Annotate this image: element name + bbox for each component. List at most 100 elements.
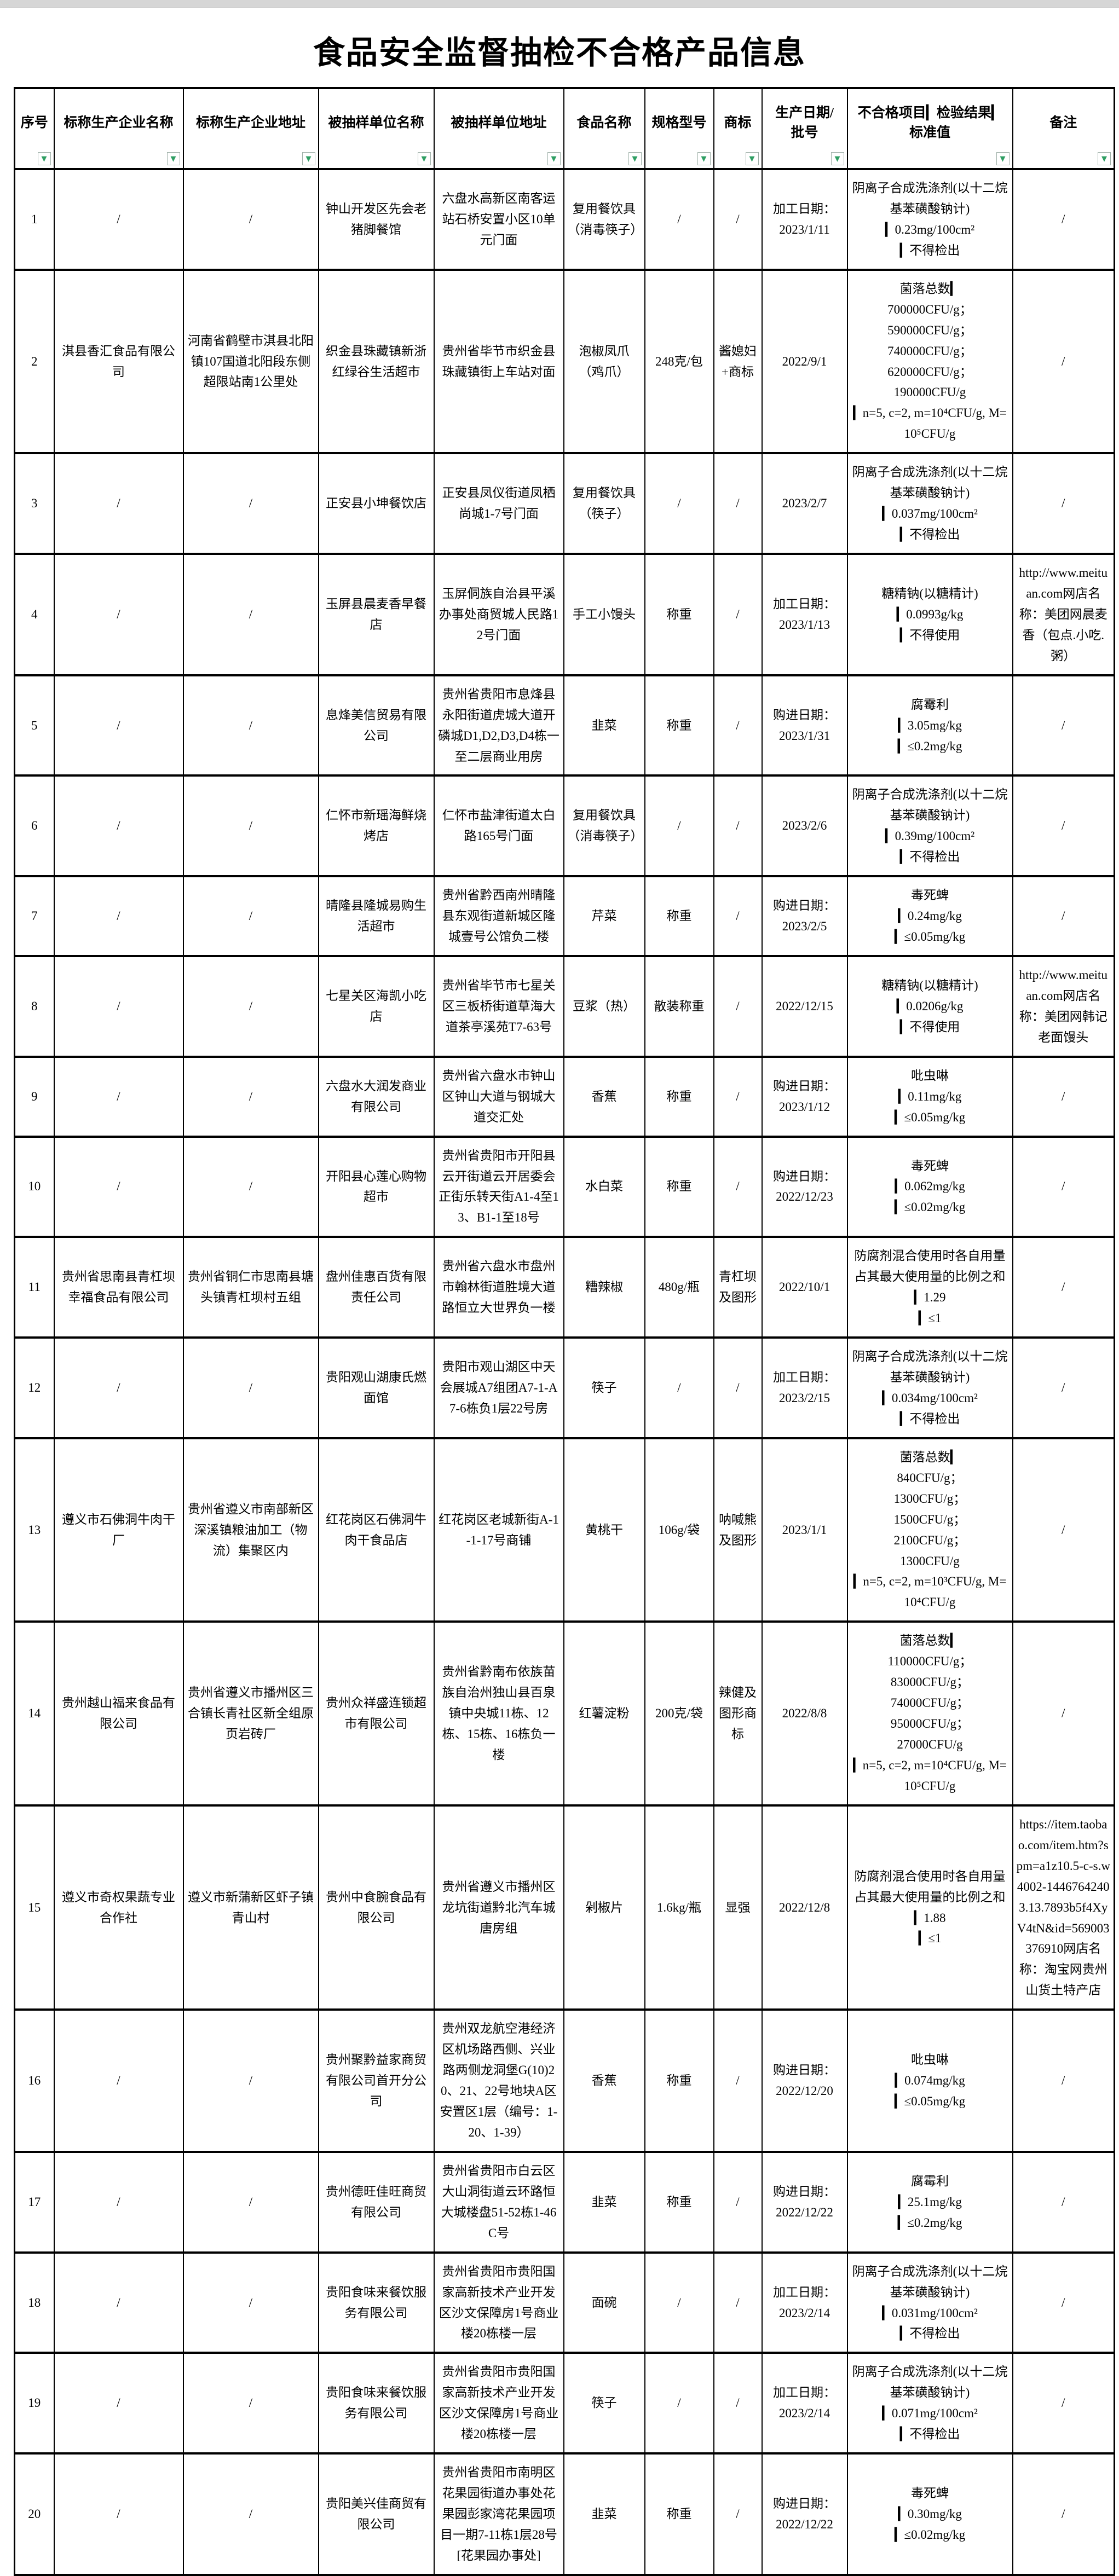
cell-spec: 480g/瓶: [644, 1236, 714, 1339]
cell-result: 防腐剂混合使用时各自用量占其最大使用量的比例之和 ▎1.88 ▎≤1: [846, 1804, 1013, 2011]
cell-food: 复用餐饮具（消毒筷子）: [563, 774, 645, 878]
cell-brand: /: [713, 774, 763, 878]
cell-brand: /: [713, 452, 763, 555]
cell-producer_addr: /: [182, 774, 319, 878]
cell-date: 2022/8/8: [761, 1620, 848, 1807]
filter-button-note[interactable]: ▼: [1098, 152, 1111, 165]
cell-spec: /: [644, 774, 714, 878]
column-header-label: 标称生产企业名称: [64, 115, 174, 130]
column-header-label: 食品名称: [576, 115, 632, 130]
table-row: 11 贵州省思南县青杠坝幸福食品有限公司 贵州省铜仁市思南县塘头镇青杠坝村五组 盘州佳…: [14, 1236, 1115, 1339]
cell-sampled_name: 贵州聚黔益家商贸有限公司首开分公司: [318, 2008, 435, 2153]
cell-note: /: [1012, 1135, 1115, 1238]
cell-date: 购进日期： 2023/1/31: [761, 674, 848, 777]
table-row: 18// 贵阳食味来餐饮服务有限公司 贵州省贵阳市贵阳国家高新技术产业开发区沙文保障…: [14, 2251, 1115, 2354]
cell-sampled_name: 红花岗区石佛洞牛肉干食品店: [318, 1437, 435, 1623]
cell-sampled_name: 钟山开发区先会老猪脚餐馆: [318, 168, 435, 271]
cell-index: 18: [14, 2251, 55, 2354]
cell-index: 19: [14, 2352, 55, 2455]
filter-dropdown-icon: ▼: [1101, 154, 1107, 163]
cell-index: 7: [14, 875, 55, 957]
filter-button-food[interactable]: ▼: [628, 152, 642, 165]
cell-brand: /: [713, 168, 763, 271]
cell-producer_name: /: [53, 2452, 184, 2576]
cell-result: 毒死蜱 ▎0.30mg/kg ▎≤0.02mg/kg: [846, 2452, 1013, 2576]
filter-button-brand[interactable]: ▼: [745, 152, 759, 165]
filter-button-result[interactable]: ▼: [996, 152, 1010, 165]
cell-spec: 称重: [644, 2150, 714, 2254]
column-header-sampled_name: 被抽样单位名称 ▼: [318, 87, 435, 170]
cell-sampled_name: 晴隆县隆城易购生活超市: [318, 875, 435, 957]
cell-producer_name: 贵州越山福来食品有限公司: [53, 1620, 184, 1807]
cell-food: 韭菜: [563, 2452, 645, 2576]
cell-producer_addr: /: [182, 452, 319, 555]
cell-sampled_addr: 贵州省贵阳市白云区大山洞街道云环路恒大城楼盘51-52栋1-46C号: [433, 2150, 564, 2254]
cell-spec: 200克/袋: [644, 1620, 714, 1807]
cell-date: 2023/2/7: [761, 452, 848, 555]
results-table: 序号 ▼ 标称生产企业名称 ▼ 标称生产企业地址 ▼ 被抽样单位名称 ▼ 被抽样单位地址 ▼ 食品名…: [14, 87, 1115, 2576]
column-header-label: 规格型号: [651, 115, 707, 130]
cell-index: 5: [14, 674, 55, 777]
cell-note: https://item.taobao.com/item.htm?spm=a1z…: [1012, 1804, 1115, 2011]
cell-result: 阴离子合成洗涤剂(以十二烷基苯磺酸钠计) ▎0.39mg/100cm² ▎不得检…: [846, 774, 1013, 878]
cell-date: 2022/9/1: [761, 268, 848, 455]
filter-button-sampled_name[interactable]: ▼: [417, 152, 431, 165]
cell-date: 2022/10/1: [761, 1236, 848, 1339]
filter-button-sampled_addr[interactable]: ▼: [547, 152, 561, 165]
filter-button-producer_name[interactable]: ▼: [166, 152, 180, 165]
cell-index: 6: [14, 774, 55, 878]
cell-note: /: [1012, 2251, 1115, 2354]
cell-producer_addr: /: [182, 553, 319, 676]
cell-sampled_addr: 贵州省六盘水市钟山区钟山大道与钢城大道交汇处: [433, 1055, 564, 1138]
filter-dropdown-icon: ▼: [632, 154, 638, 163]
cell-producer_addr: 贵州省铜仁市思南县塘头镇青杠坝村五组: [182, 1236, 319, 1339]
cell-producer_addr: /: [182, 2150, 319, 2254]
table-row: 5// 息烽美信贸易有限公司 贵州省贵阳市息烽县永阳街道虎城大道开磷城D1,D2,D…: [14, 674, 1115, 777]
column-header-label: 商标: [724, 115, 752, 130]
filter-button-spec[interactable]: ▼: [697, 152, 711, 165]
cell-sampled_addr: 贵州省黔南布依族苗族自治州独山县百泉镇中央城11栋、12栋、15栋、16栋负一楼: [433, 1620, 564, 1807]
cell-food: 芹菜: [563, 875, 645, 957]
cell-sampled_name: 贵阳观山湖康氏燃面馆: [318, 1336, 435, 1439]
cell-note: /: [1012, 2352, 1115, 2455]
cell-result: 腐霉利 ▎3.05mg/kg ▎≤0.2mg/kg: [846, 674, 1013, 777]
cell-result: 毒死蜱 ▎0.24mg/kg ▎≤0.05mg/kg: [846, 875, 1013, 957]
filter-button-date[interactable]: ▼: [830, 152, 844, 165]
filter-dropdown-icon: ▼: [551, 154, 557, 163]
cell-producer_name: /: [53, 2352, 184, 2455]
cell-producer_name: /: [53, 955, 184, 1058]
table-row: 16// 贵州聚黔益家商贸有限公司首开分公司 贵州双龙航空港经济区机场路西侧、兴业路…: [14, 2008, 1115, 2153]
cell-result: 菌落总数▎ 840CFU/g； 1300CFU/g； 1500CFU/g； 21…: [846, 1437, 1013, 1623]
cell-sampled_name: 七星关区海凯小吃店: [318, 955, 435, 1058]
cell-result: 防腐剂混合使用时各自用量占其最大使用量的比例之和 ▎1.29 ▎≤1: [846, 1236, 1013, 1339]
cell-spec: /: [644, 452, 714, 555]
cell-index: 12: [14, 1336, 55, 1439]
cell-note: /: [1012, 1620, 1115, 1807]
cell-result: 腐霉利 ▎25.1mg/kg ▎≤0.2mg/kg: [846, 2150, 1013, 2254]
cell-sampled_name: 贵州众祥盛连锁超市有限公司: [318, 1620, 435, 1807]
filter-button-producer_addr[interactable]: ▼: [302, 152, 315, 165]
table-row: 17// 贵州德旺佳旺商贸有限公司 贵州省贵阳市白云区大山洞街道云环路恒大城楼盘51…: [14, 2150, 1115, 2254]
cell-sampled_name: 贵阳食味来餐饮服务有限公司: [318, 2251, 435, 2354]
filter-dropdown-icon: ▼: [834, 154, 840, 163]
cell-sampled_name: 贵州德旺佳旺商贸有限公司: [318, 2150, 435, 2254]
cell-sampled_name: 开阳县心莲心购物超市: [318, 1135, 435, 1238]
cell-producer_name: 遵义市石佛洞牛肉干厂: [53, 1437, 184, 1623]
cell-food: 剁椒片: [563, 1804, 645, 2011]
cell-brand: /: [713, 2150, 763, 2254]
cell-food: 筷子: [563, 1336, 645, 1439]
cell-producer_name: /: [53, 2251, 184, 2354]
cell-spec: 称重: [644, 2452, 714, 2576]
filter-button-index[interactable]: ▼: [37, 152, 51, 165]
cell-spec: 称重: [644, 553, 714, 676]
table-row: 8// 七星关区海凯小吃店 贵州省毕节市七星关区三板桥街道草海大道茶亭溪苑T7-63…: [14, 955, 1115, 1058]
cell-producer_addr: 河南省鹤壁市淇县北阳镇107国道北阳段东侧超限站南1公里处: [182, 268, 319, 455]
cell-note: /: [1012, 774, 1115, 878]
cell-food: 面碗: [563, 2251, 645, 2354]
cell-producer_addr: /: [182, 2352, 319, 2455]
column-header-result: 不合格项目▎检验结果▎ 标准值 ▼: [846, 87, 1013, 170]
cell-spec: 称重: [644, 875, 714, 957]
cell-spec: /: [644, 168, 714, 271]
cell-producer_name: /: [53, 168, 184, 271]
cell-index: 11: [14, 1236, 55, 1339]
